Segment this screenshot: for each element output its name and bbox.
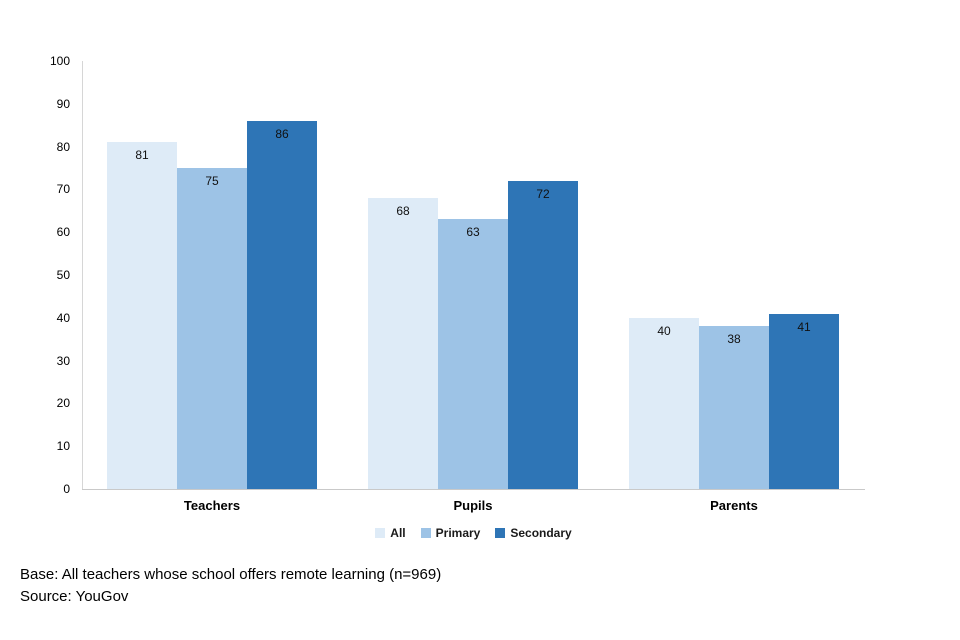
bar-value-label: 40	[657, 324, 671, 338]
bar-value-label: 63	[466, 225, 480, 239]
y-axis-line	[82, 61, 83, 489]
bar-value-label: 68	[396, 204, 410, 218]
legend-item-all: All	[375, 526, 406, 540]
y-axis-tick-label: 30	[56, 353, 70, 368]
y-axis-tick-label: 100	[49, 54, 70, 68]
y-axis-tick-label: 20	[56, 396, 70, 411]
x-axis-line	[82, 489, 865, 490]
bar-value-label: 81	[135, 148, 149, 162]
category-label-teachers: Teachers	[183, 498, 241, 513]
legend-label: All	[390, 526, 406, 540]
bar-value-label: 72	[536, 187, 550, 201]
chart-legend: All Primary Secondary	[82, 526, 865, 540]
legend-swatch-icon	[495, 528, 506, 538]
bar-parents-all: 40	[629, 318, 699, 489]
bar-parents-primary: 38	[699, 326, 769, 489]
bar-value-label: 41	[797, 320, 811, 334]
bar-value-label: 86	[275, 127, 289, 141]
bar-teachers-primary: 75	[177, 168, 247, 489]
y-axis-tick-label: 80	[56, 139, 70, 154]
bar-pupils-secondary: 72	[508, 181, 578, 489]
source-note: Source: YouGov	[20, 588, 129, 605]
legend-item-secondary: Secondary	[495, 526, 572, 540]
bar-value-label: 38	[727, 332, 741, 346]
legend-label: Secondary	[510, 526, 572, 540]
bar-parents-secondary: 41	[769, 314, 839, 489]
y-axis-tick-label: 40	[56, 310, 70, 325]
y-axis-tick-label: 0	[63, 482, 70, 496]
y-axis-tick-label: 70	[56, 182, 70, 197]
bar-value-label: 75	[205, 174, 219, 188]
base-note: Base: All teachers whose school offers r…	[20, 566, 442, 583]
bar-pupils-all: 68	[368, 198, 438, 489]
legend-label: Primary	[435, 526, 481, 540]
chart-footnote: Base: All teachers whose school offers r…	[20, 564, 441, 608]
category-label-pupils: Pupils	[453, 498, 493, 513]
y-axis-tick-label: 60	[56, 225, 70, 240]
bar-teachers-secondary: 86	[247, 121, 317, 489]
y-axis-tick-label: 50	[56, 268, 70, 282]
legend-item-primary: Primary	[420, 526, 481, 540]
bar-teachers-all: 81	[107, 142, 177, 489]
bar-pupils-primary: 63	[438, 219, 508, 489]
category-label-parents: Parents	[710, 498, 758, 513]
legend-swatch-icon	[420, 528, 431, 538]
y-axis-tick-label: 10	[56, 439, 70, 454]
legend-swatch-icon	[375, 528, 386, 538]
y-axis-tick-label: 90	[56, 96, 70, 111]
